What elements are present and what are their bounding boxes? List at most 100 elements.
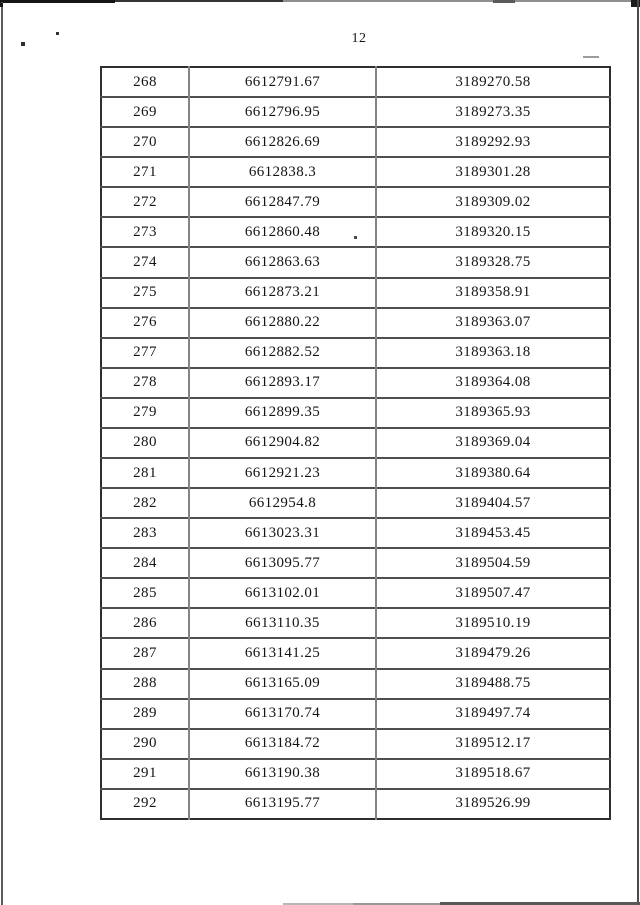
scan-artifact-top-bar (115, 0, 283, 2)
coordinate-y-cell: 3189270.58 (375, 67, 610, 98)
scan-artifact-left-edge-mark (0, 3, 3, 7)
coordinate-x-cell: 6613165.09 (188, 667, 376, 699)
coordinate-x-cell: 6612791.67 (188, 67, 376, 98)
table-row: 281 6612921.23 3189380.64 (101, 457, 610, 489)
scan-artifact-bottom-line (283, 903, 353, 905)
scan-artifact-speck (21, 42, 25, 46)
coordinate-x-cell: 6612826.69 (188, 126, 376, 158)
point-number-cell: 268 (133, 73, 157, 90)
table-row: 280 6612904.82 3189369.04 (101, 426, 610, 459)
coordinate-y-cell: 3189479.26 (375, 637, 610, 669)
coordinate-x-cell: 6613195.77 (188, 787, 376, 819)
table-row: 278 6612893.17 3189364.08 (101, 366, 610, 398)
point-number-cell: 271 (101, 156, 189, 188)
coordinate-y-cell: 3189504.59 (375, 547, 610, 579)
table-row: 288 6613165.09 3189488.75 (101, 667, 610, 699)
scan-artifact-top-bar (283, 0, 638, 2)
coordinate-x-cell: 6612796.95 (188, 96, 376, 128)
point-number-cell: 278 (101, 366, 189, 398)
coordinate-x-cell: 6613141.25 (188, 637, 376, 669)
point-number-cell: 273 (101, 216, 189, 248)
scan-artifact-speck (56, 32, 59, 35)
coordinate-x-cell: 6612921.23 (188, 457, 376, 489)
table-row: 283 6613023.31 3189453.45 (101, 517, 610, 549)
table-row: 275 6612873.21 3189358.91 (101, 276, 610, 308)
coordinate-x-cell: 6612882.52 (188, 336, 376, 368)
point-number-cell: 275 (101, 276, 189, 308)
coordinate-y-cell: 3189301.28 (375, 156, 610, 188)
coordinate-x-cell: 6612860.48 (188, 216, 376, 248)
coordinate-x-cell: 6612954.8 (188, 487, 376, 519)
coordinate-x-cell: 6612863.63 (188, 246, 376, 278)
table-row: 282 6612954.8 3189404.57 (101, 487, 610, 519)
scan-artifact-bottom-line (353, 903, 440, 905)
coordinate-x-cell: 6612893.17 (188, 366, 376, 398)
table-row: 272 6612847.79 3189309.02 (101, 186, 610, 218)
coordinate-y-cell: 3189453.45 (375, 517, 610, 549)
point-number-cell: 291 (101, 757, 189, 789)
coordinate-y-cell: 3189512.17 (375, 727, 610, 759)
coordinate-x-cell: 6613110.35 (188, 607, 376, 639)
point-number-cell: 286 (101, 607, 189, 639)
table-row: 287 6613141.25 3189479.26 (101, 637, 610, 669)
point-number-cell: 279 (101, 396, 189, 428)
coordinate-x-cell: 6612904.82 (188, 426, 376, 459)
point-number-cell: 292 (101, 787, 189, 819)
coordinate-x-cell: 6612880.22 (188, 306, 376, 338)
page-number: 12 (351, 31, 367, 46)
point-number-cell: 270 (101, 126, 189, 158)
table-row: 273 6612860.48 3189320.15 (101, 216, 610, 248)
table-row: 290 6613184.72 3189512.17 (101, 727, 610, 759)
coordinate-x-cell: 6613023.31 (188, 517, 376, 549)
point-number-cell: 290 (101, 727, 189, 759)
point-number-cell: 272 (101, 186, 189, 218)
coordinate-x-cell: 6612847.79 (188, 186, 376, 218)
point-number-cell: 284 (101, 547, 189, 579)
point-number-cell: 282 (101, 487, 189, 519)
scan-artifact-dash (583, 56, 599, 58)
point-number-cell: 277 (101, 336, 189, 368)
scan-artifact-top-bar (0, 0, 115, 3)
coordinate-y-cell: 3189369.04 (375, 426, 610, 459)
coordinate-y-cell: 3189510.19 (375, 607, 610, 639)
table-row: 292 6613195.77 3189526.99 (101, 787, 610, 819)
coordinate-y-cell: 3189364.08 (375, 366, 610, 398)
table-row: 269 6612796.95 3189273.35 (101, 96, 610, 128)
point-number-cell: 276 (101, 306, 189, 338)
coordinate-y-cell: 3189488.75 (375, 667, 610, 699)
coordinate-x-cell: 6613170.74 (188, 697, 376, 729)
scan-artifact-dash (493, 0, 515, 3)
coordinate-y-cell: 3189358.91 (375, 276, 610, 308)
coordinate-y-cell: 3189292.93 (375, 126, 610, 158)
table-row: 284 6613095.77 3189504.59 (101, 547, 610, 579)
coordinate-y-cell: 3189365.93 (375, 396, 610, 428)
coordinate-x-cell: 6612838.3 (188, 156, 376, 188)
point-number-cell: 269 (101, 96, 189, 128)
point-number-cell: 283 (101, 517, 189, 549)
coordinate-y-cell: 3189328.75 (375, 246, 610, 278)
table-row: 276 6612880.22 3189363.07 (101, 306, 610, 338)
table-row: 274 6612863.63 3189328.75 (101, 246, 610, 278)
coordinate-y-cell: 3189497.74 (375, 697, 610, 729)
coordinate-table-body: 268 6612791.67 3189270.58 269 6612796.95 3189… (101, 67, 610, 819)
point-number-cell: 288 (101, 667, 189, 699)
scan-artifact-right-edge-line (637, 0, 639, 905)
coordinate-x-cell: 6612899.35 (188, 396, 376, 428)
coordinate-y-cell: 3189518.67 (375, 757, 610, 789)
point-number-cell: 280 (101, 426, 189, 459)
scan-artifact-left-edge-line (1, 2, 3, 905)
coordinate-y-cell: 3189309.02 (375, 186, 610, 218)
coordinate-x-cell: 6613190.38 (188, 757, 376, 789)
coordinate-y-cell: 3189404.57 (375, 487, 610, 519)
table-row: 277 6612882.52 3189363.18 (101, 336, 610, 368)
table-row: 279 6612899.35 3189365.93 (101, 396, 610, 428)
coordinate-y-cell: 3189320.15 (375, 216, 610, 248)
table-row: 291 6613190.38 3189518.67 (101, 757, 610, 789)
coordinate-x-cell: 6613184.72 (188, 727, 376, 759)
table-row: 268 6612791.67 3189270.58 (101, 67, 610, 98)
point-number-cell: 287 (101, 637, 189, 669)
scan-artifact-bottom-line (440, 902, 640, 905)
coordinate-x-cell: 6612873.21 (188, 276, 376, 308)
scan-artifact-corner-mark (631, 0, 640, 7)
